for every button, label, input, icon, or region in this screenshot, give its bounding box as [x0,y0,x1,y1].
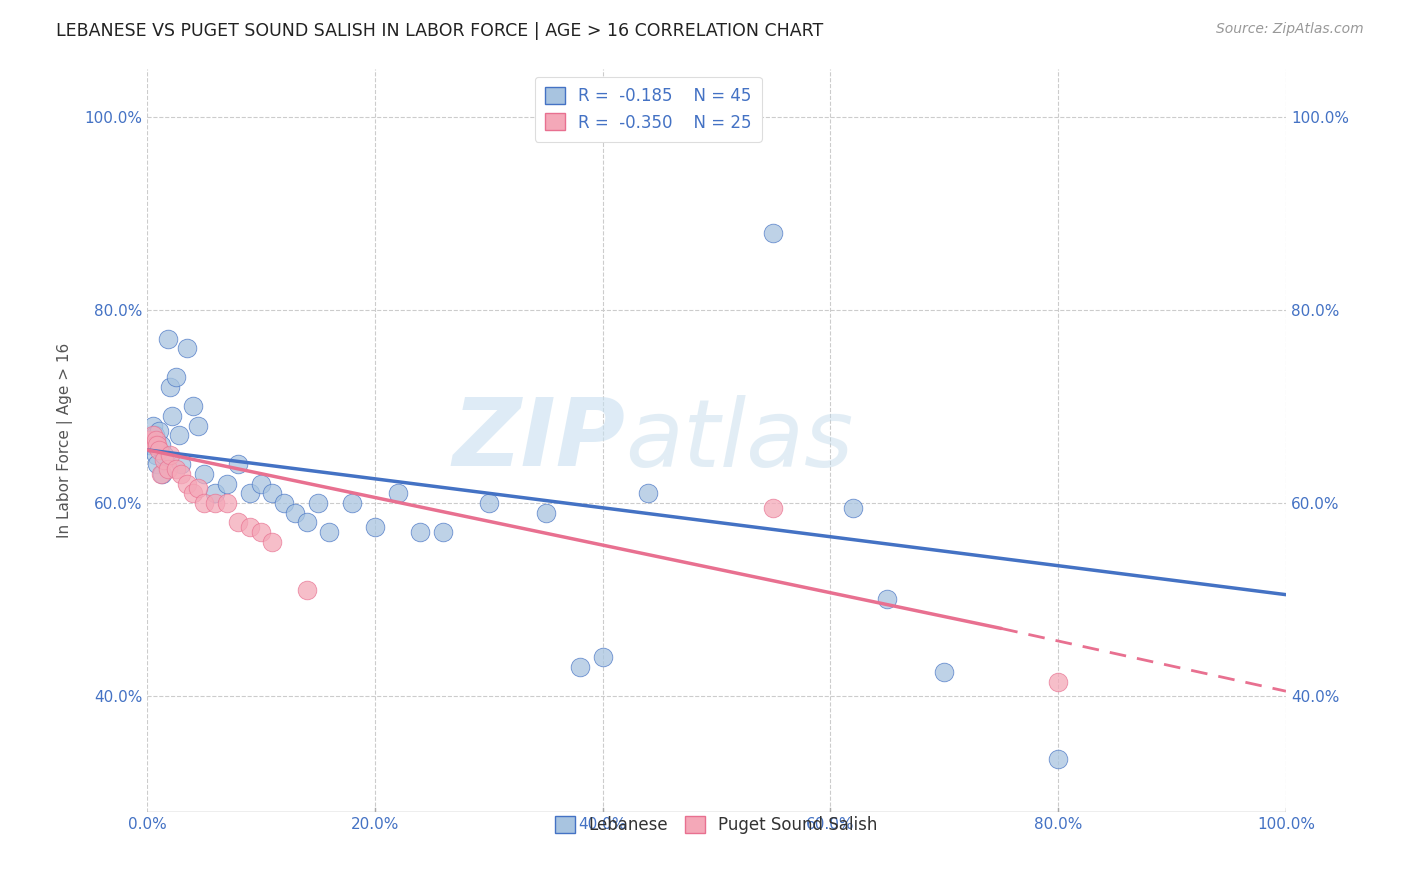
Point [1047,752,1070,766]
Point [145,448,167,462]
Point [262,534,284,549]
Point [534,506,557,520]
Point [142,418,165,433]
Point [273,496,295,510]
Point [226,458,249,472]
Point [432,524,454,539]
Point [148,424,170,438]
Point [226,515,249,529]
Point [478,496,501,510]
Point [250,524,273,539]
Point [138,438,160,452]
Point [307,496,329,510]
Point [637,486,659,500]
Point [364,520,387,534]
Point [165,370,187,384]
Point [143,428,166,442]
Point [187,482,209,496]
Point [170,467,193,481]
Point [934,665,956,679]
Point [150,467,173,481]
Point [156,332,179,346]
Point [1047,674,1070,689]
Point [340,496,363,510]
Point [181,400,204,414]
Text: ZIP: ZIP [453,394,626,486]
Point [146,438,169,452]
Point [409,524,432,539]
Point [176,342,198,356]
Point [165,462,187,476]
Point [159,380,181,394]
Text: Source: ZipAtlas.com: Source: ZipAtlas.com [1216,22,1364,37]
Y-axis label: In Labor Force | Age > 16: In Labor Force | Age > 16 [58,343,73,538]
Point [176,476,198,491]
Point [153,448,176,462]
Point [145,433,167,447]
Point [239,486,262,500]
Point [284,506,307,520]
Point [204,496,226,510]
Point [762,226,785,240]
Point [170,458,193,472]
Point [160,409,183,423]
Point [153,452,176,467]
Point [193,496,215,510]
Point [167,428,190,442]
Point [143,438,166,452]
Point [592,650,614,665]
Point [842,500,865,515]
Point [762,500,785,515]
Point [159,448,181,462]
Text: atlas: atlas [626,394,853,486]
Point [387,486,409,500]
Point [138,433,160,447]
Legend: Lebanese, Puget Sound Salish: Lebanese, Puget Sound Salish [546,806,887,845]
Point [262,486,284,500]
Point [142,428,165,442]
Point [181,486,204,500]
Point [149,467,172,481]
Point [295,582,318,597]
Point [149,438,172,452]
Point [146,458,169,472]
Point [318,524,340,539]
Point [156,462,179,476]
Text: LEBANESE VS PUGET SOUND SALISH IN LABOR FORCE | AGE > 16 CORRELATION CHART: LEBANESE VS PUGET SOUND SALISH IN LABOR … [56,22,824,40]
Point [204,486,226,500]
Point [250,476,273,491]
Point [193,467,215,481]
Point [215,496,238,510]
Point [876,592,898,607]
Point [215,476,238,491]
Point [239,520,262,534]
Point [568,660,591,674]
Point [295,515,318,529]
Point [187,418,209,433]
Point [148,442,170,457]
